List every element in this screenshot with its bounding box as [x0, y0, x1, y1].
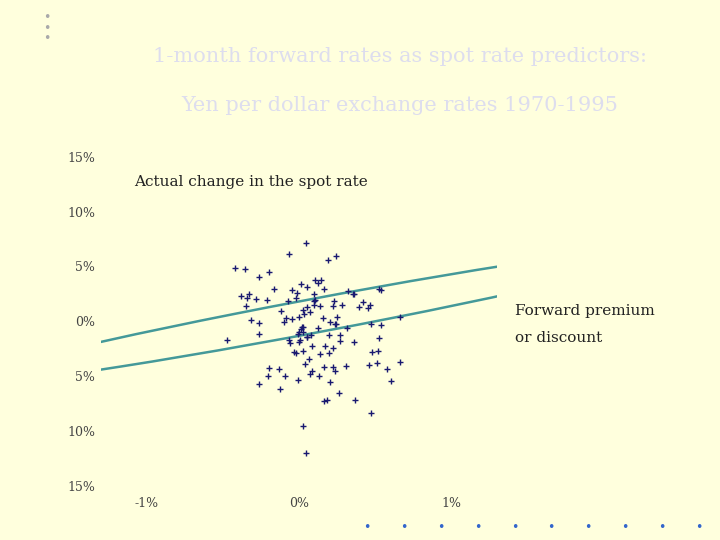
Text: •: •: [695, 521, 702, 534]
Text: •: •: [43, 22, 50, 35]
Text: •: •: [474, 521, 481, 534]
Text: •: •: [437, 521, 444, 534]
Text: •: •: [400, 521, 408, 534]
Text: •: •: [43, 32, 50, 45]
Text: Actual change in the spot rate: Actual change in the spot rate: [135, 175, 368, 189]
Text: Yen per dollar exchange rates 1970-1995: Yen per dollar exchange rates 1970-1995: [181, 96, 618, 116]
Text: 1-month forward rates as spot rate predictors:: 1-month forward rates as spot rate predi…: [153, 46, 647, 66]
Text: or discount: or discount: [515, 330, 602, 345]
Text: •: •: [547, 521, 555, 534]
Text: Forward premium: Forward premium: [515, 303, 654, 318]
Text: •: •: [364, 521, 371, 534]
Text: •: •: [621, 521, 629, 534]
Text: •: •: [585, 521, 592, 534]
Text: •: •: [658, 521, 665, 534]
Text: •: •: [510, 521, 518, 534]
Text: •: •: [43, 11, 50, 24]
